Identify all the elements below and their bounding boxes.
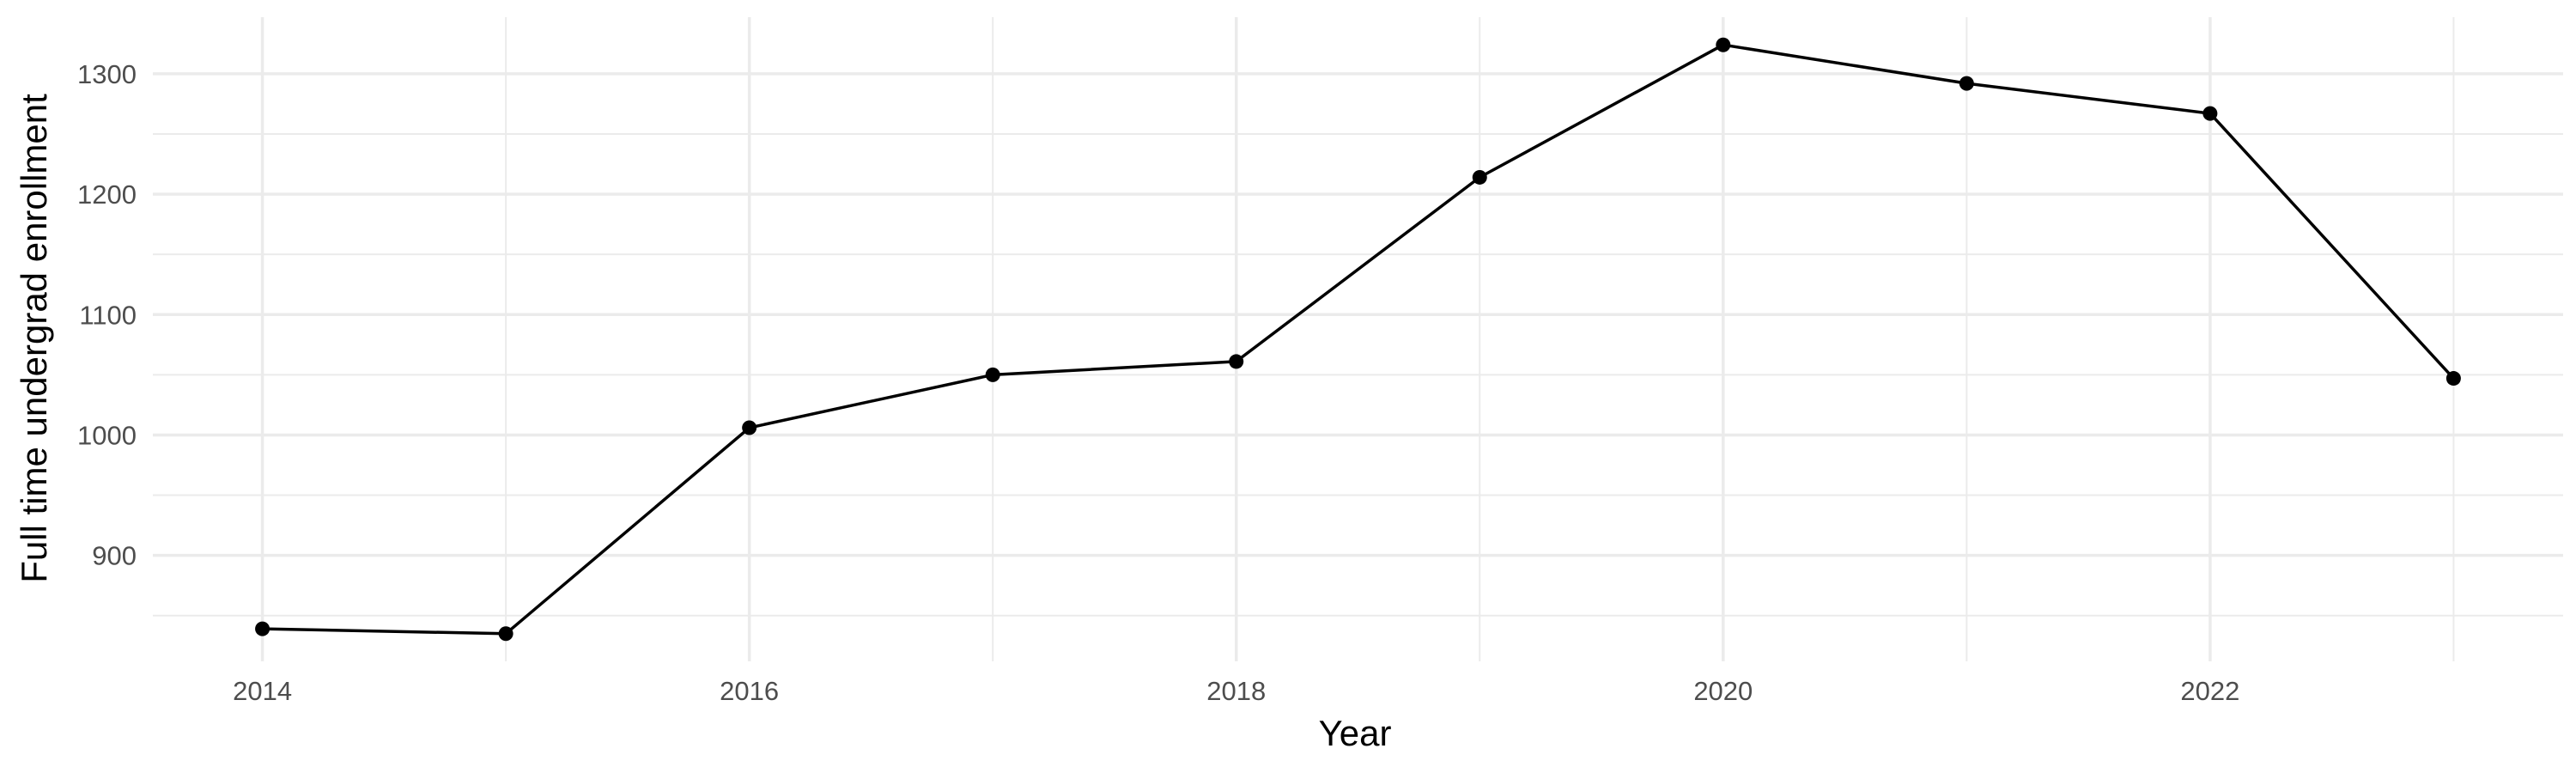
x-tick-label: 2016 [720,676,779,706]
y-axis-title: Full time undergrad enrollment [14,94,54,583]
grid-lines [153,17,2563,661]
y-tick-label: 1300 [77,59,137,89]
x-tick-label: 2014 [233,676,292,706]
x-axis-title: Year [1319,713,1392,753]
y-tick-label: 1100 [79,300,137,330]
x-tick-label: 2018 [1206,676,1266,706]
data-point [255,621,270,636]
series-line [262,43,2455,636]
data-point [1229,354,1244,369]
y-tick-label: 1200 [77,180,137,210]
data-point [2445,371,2461,386]
y-tick-label: 900 [92,541,137,571]
x-tick-label: 2020 [1693,676,1753,706]
y-tick-label: 1000 [77,420,137,450]
data-point [1959,76,1974,91]
data-point [1472,169,1487,185]
data-point [2202,106,2218,121]
x-axis-ticks: 2014 2016 2018 2020 2022 [233,676,2239,706]
x-tick-label: 2022 [2180,676,2239,706]
data-point [742,420,757,435]
data-point [985,367,1000,382]
data-point [498,626,513,642]
y-axis-ticks: 900 1000 1100 1200 1300 [77,59,137,571]
series-layer [255,37,2461,642]
data-point [1716,37,1731,52]
